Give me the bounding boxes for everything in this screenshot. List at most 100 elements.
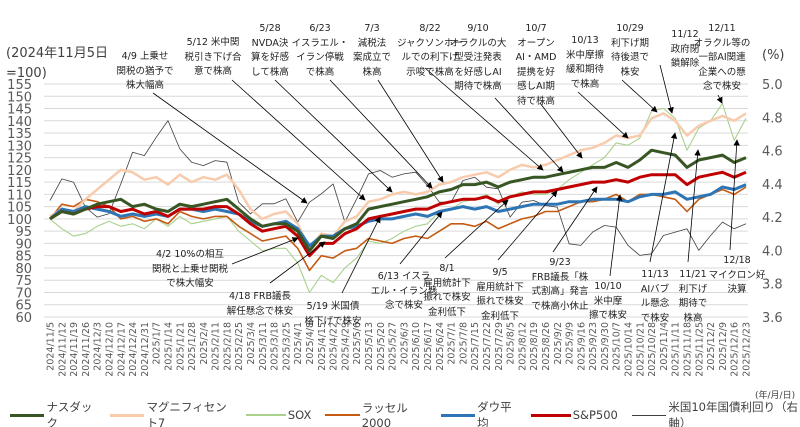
x-tick-label: 2024/12/3 bbox=[93, 322, 104, 371]
annotation-arrow bbox=[494, 97, 564, 173]
x-tick-label: 2025/7/1 bbox=[447, 322, 458, 365]
annotation-arrow bbox=[231, 79, 366, 201]
annotation-line: 11/21 bbox=[679, 269, 707, 280]
x-tick-label: 2025/6/10 bbox=[411, 322, 422, 371]
y2-tick-label: 4.0 bbox=[762, 244, 783, 259]
annotation-line: で株高小休止 bbox=[531, 300, 589, 312]
right-axis-label: (%) bbox=[762, 48, 785, 63]
annotation-line: 解任懸念で株安 bbox=[226, 305, 294, 317]
annotation-12: 4/2 10%の相互 関税と上乗せ関税 で株大幅安 bbox=[152, 248, 228, 292]
legend-swatch bbox=[530, 413, 571, 417]
annotation-line: イスラエル・ bbox=[291, 37, 349, 49]
x-tick-label: 2024/12/24 bbox=[128, 322, 139, 377]
y-tick-label: 75 bbox=[15, 274, 32, 289]
x-tick-label: 2025/6/24 bbox=[435, 322, 446, 371]
legend: ナスダック マグニフィセント7 SOX ラッセル2000 ダウ平均 S&P500 米国10年… bbox=[10, 399, 800, 427]
annotation-line: 6/23 bbox=[309, 23, 331, 34]
series-line-4 bbox=[49, 170, 747, 258]
annotation-line: 金利低下 bbox=[480, 310, 520, 322]
annotation-line: 待後退で bbox=[610, 52, 650, 63]
x-tick-label: 2025/4/1 bbox=[293, 322, 304, 365]
annotation-arrow bbox=[231, 237, 299, 265]
x-tick-label: 2025/12/16 bbox=[730, 322, 741, 377]
annotation-line: 関税と上乗せ関税 bbox=[151, 263, 229, 275]
x-tick-label: 2025/1/21 bbox=[175, 322, 186, 371]
y-tick-label: 120 bbox=[7, 164, 32, 179]
annotation-line: 5/12 米中関 bbox=[186, 37, 240, 48]
y2-tick-label: 3.6 bbox=[762, 311, 783, 326]
y-tick-label: 115 bbox=[7, 176, 32, 191]
x-tick-label: 2025/9/16 bbox=[576, 322, 587, 371]
annotation-13: 4/18 FRB議長 解任懸念で株安 bbox=[227, 290, 294, 319]
x-tick-label: 2025/8/12 bbox=[517, 322, 528, 371]
y-tick-label: 90 bbox=[15, 237, 32, 252]
x-tick-label: 2025/1/14 bbox=[163, 322, 174, 371]
series-line-1 bbox=[49, 103, 747, 294]
annotation-line: で株安 bbox=[640, 312, 670, 324]
y-tick-label: 110 bbox=[7, 188, 32, 203]
annotation-line: を好感しAI bbox=[454, 66, 502, 78]
annotation-18: 9/23 FRB議長「株 式割高」発言 で株高小休止 bbox=[531, 256, 588, 314]
annotation-0: 4/9 上乗せ 関税の猶予で 株大幅高 bbox=[116, 50, 173, 94]
x-tick-label: 2025/5/13 bbox=[364, 322, 375, 371]
annotation-5: 8/22 ジャクソンホー ルでの利下げ 示唆で株高 bbox=[397, 22, 463, 80]
y2-tick-label: 4.6 bbox=[762, 145, 783, 160]
annotation-line: 12/11 bbox=[708, 23, 736, 34]
annotation-line: 10/13 bbox=[571, 35, 599, 46]
annotation-line: 9/10 bbox=[467, 23, 489, 34]
annotation-line: 待で株高 bbox=[516, 95, 555, 107]
annotation-line: 株大幅高 bbox=[125, 80, 165, 91]
annotation-line: 関税の猶予で bbox=[116, 65, 174, 77]
annotation-arrow bbox=[424, 67, 544, 171]
annotation-line: 株高 bbox=[362, 66, 382, 78]
annotation-line: 案成立で bbox=[352, 52, 392, 63]
annotation-9: 10/29 利下げ期 待後退で 株安 bbox=[611, 22, 649, 80]
annotation-arrow bbox=[274, 79, 393, 193]
annotation-line: 4/9 上乗せ bbox=[121, 51, 169, 62]
annotation-22: 12/18 マイクロン好 決算 bbox=[709, 254, 766, 298]
annotation-line: 型受注発表 bbox=[454, 52, 502, 63]
annotation-line: で株高 bbox=[570, 78, 600, 90]
annotation-line: 振れで株安 bbox=[476, 296, 524, 307]
y2-tick-label: 3.8 bbox=[762, 278, 783, 293]
left-axis-label-line-2: =100) bbox=[6, 66, 47, 81]
annotation-line: 株高 bbox=[683, 312, 703, 324]
annotation-line: 鎖解除 bbox=[670, 58, 700, 69]
annotation-line: 金利低下 bbox=[427, 306, 467, 318]
x-tick-label: 2025/12/9 bbox=[718, 322, 729, 371]
annotation-arrow bbox=[659, 64, 674, 114]
annotation-line: 8/22 bbox=[419, 23, 441, 34]
series-line-5 bbox=[49, 148, 747, 253]
y-tick-label: 65 bbox=[15, 299, 32, 314]
annotation-10: 11/12 政府閉 鎖解除 bbox=[671, 28, 700, 72]
annotation-line: 期待で bbox=[678, 298, 708, 309]
annotation-line: して株高 bbox=[251, 66, 289, 78]
annotation-line: 8/1 bbox=[439, 263, 455, 274]
annotation-arrow bbox=[577, 91, 629, 139]
y-tick-label: 150 bbox=[7, 90, 32, 105]
annotation-line: 一部AI関連 bbox=[698, 52, 746, 63]
legend-item: ナスダック bbox=[10, 399, 96, 427]
x-tick-label: 2025/10/21 bbox=[635, 322, 646, 377]
y-tick-label: 135 bbox=[7, 127, 32, 142]
annotation-line: 企業への懸 bbox=[698, 66, 746, 78]
left-axis-label: (2024年11月5日 =100) bbox=[6, 44, 108, 84]
annotation-14: 5/19 米国債 格下げで株安 bbox=[304, 300, 361, 329]
y-tick-label: 85 bbox=[15, 250, 32, 265]
annotation-line: 4/18 FRB議長 bbox=[229, 291, 291, 302]
x-tick-label: 2024/11/5 bbox=[46, 322, 57, 371]
annotation-line: 念で株安 bbox=[702, 81, 741, 92]
annotation-line: 擦で株安 bbox=[588, 310, 628, 321]
annotation-arrow bbox=[269, 241, 326, 284]
annotation-line: エル・イラン懸 bbox=[370, 285, 438, 297]
y-tick-label: 60 bbox=[15, 311, 32, 326]
annotation-arrow bbox=[552, 186, 598, 253]
annotation-line: 11/13 bbox=[641, 269, 669, 280]
annotation-arrow bbox=[329, 79, 433, 189]
y-tick-label: 145 bbox=[7, 103, 32, 118]
x-tick-label: 2025/9/23 bbox=[588, 322, 599, 371]
annotation-line: 格下げで株安 bbox=[304, 315, 362, 327]
annotation-line: 利下げ bbox=[678, 283, 708, 295]
annotation-line: マイクロン好 bbox=[708, 269, 766, 281]
